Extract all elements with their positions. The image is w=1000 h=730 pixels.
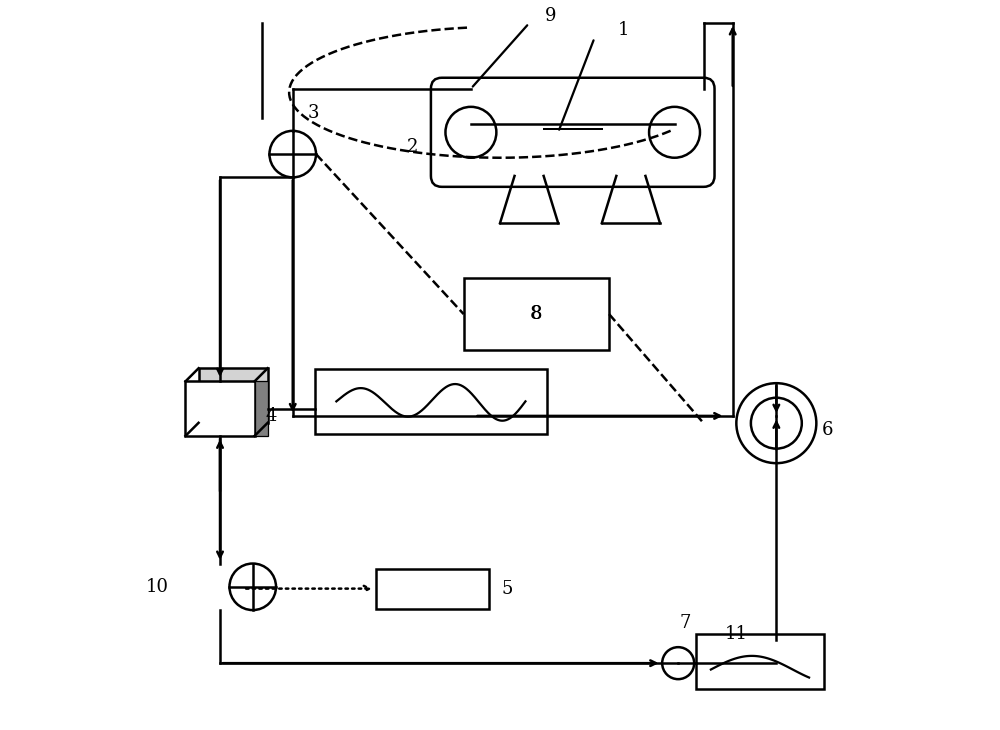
Text: 4: 4 [266,407,277,425]
Text: 8: 8 [531,305,542,323]
FancyBboxPatch shape [431,78,715,187]
Text: 3: 3 [307,104,319,122]
Text: 5: 5 [502,580,513,598]
Text: 1: 1 [618,21,629,39]
Text: 10: 10 [145,578,168,596]
Bar [199,368,268,423]
Text: 2: 2 [407,138,418,155]
Text: 11: 11 [725,625,748,643]
FancyBboxPatch shape [376,569,489,609]
FancyBboxPatch shape [464,277,609,350]
FancyBboxPatch shape [696,634,824,688]
Text: 8: 8 [530,305,543,323]
Text: 9: 9 [545,7,557,25]
Text: 7: 7 [680,614,691,632]
Bar [255,381,268,436]
Bar [315,369,547,434]
Text: 6: 6 [822,421,833,439]
Bar [185,381,255,436]
